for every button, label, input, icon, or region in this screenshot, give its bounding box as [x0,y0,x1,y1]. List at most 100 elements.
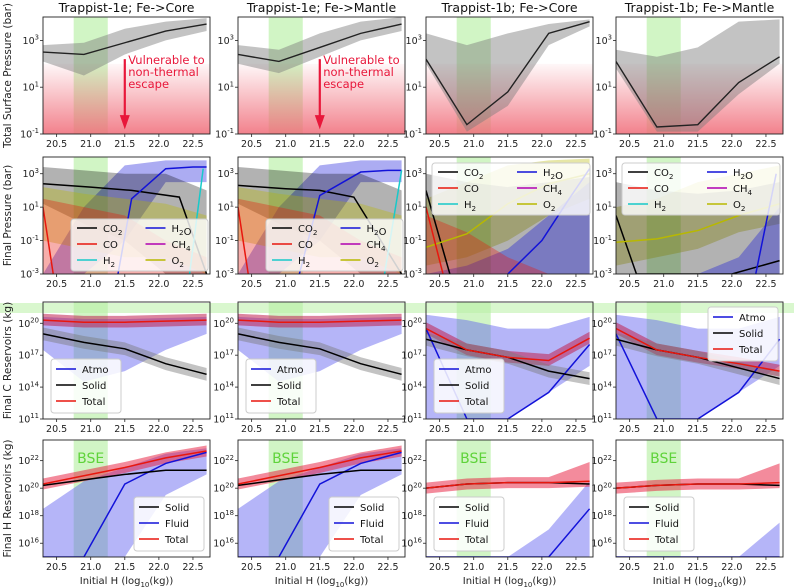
ytick-label: 10-1 [593,127,612,140]
ytick-label: 1020 [591,481,612,494]
escape-annotation: non-thermal [323,65,394,79]
xtick-label: 20.5 [241,424,262,435]
legend-box [70,218,209,272]
xtick-label: 20.5 [619,562,640,573]
ytick-label: 103 [596,34,612,47]
xtick-label: 21.0 [653,139,674,150]
legend-label: CO [298,240,313,251]
legend-box [433,358,505,414]
ytick-label: 101 [23,80,39,93]
xtick-label: 22.5 [565,279,586,290]
legend-box [50,358,122,414]
ytick-label: 103 [23,34,39,47]
legend-box [707,306,779,362]
ytick-label: 10-1 [215,234,234,247]
xtick-label: 22.0 [343,279,364,290]
legend-box [433,496,505,552]
bse-strip [0,303,794,313]
legend-label: CO2 [654,168,673,181]
panel: Atmo Solid Total 1011 1014 1017 1020 20.5 21.0 21… [401,301,594,435]
column-title: Trappist-1b; Fe->Core [440,0,577,15]
legend-label: Total [164,535,188,546]
fluid-line [43,451,207,557]
legend-label: Solid [165,503,189,514]
xtick-label: 22.0 [531,139,552,150]
bse-label: BSE [272,451,299,467]
solid-band [43,327,207,381]
legend-label: CO2 [464,168,483,181]
bse-label: BSE [77,451,104,467]
axes-frame [42,439,211,558]
xtick-label: 22.5 [755,562,776,573]
total-line [238,450,402,485]
legend-label: O2 [543,200,555,213]
ytick-label: 1014 [213,380,234,393]
legend: CO2 CO H2 H2O CH4 O2 [621,162,781,216]
column-title: Trappist-1e; Fe->Mantle [246,0,397,15]
xtick-label: 22.0 [531,562,552,573]
species-line [616,215,780,274]
fluid-band [426,481,590,557]
legend-box [328,496,400,552]
legend-label: O2 [733,200,745,213]
xtick-label: 22.0 [721,279,742,290]
ytick-label: 10-1 [403,127,422,140]
legend-label: CH4 [172,240,192,253]
xtick-label: 22.5 [755,139,776,150]
solid-line [238,333,402,376]
legend-box [623,496,695,552]
species-line [238,207,249,274]
panel: CO2 CO H2 H2O CH4 O2 10-3 10-1 101 103 20.5 21.0 21.… [593,156,784,290]
ytick-label: 10-3 [215,267,234,280]
pressure-band [426,19,590,132]
legend-label: Total [738,345,762,356]
panel: 10-1 101 103 20.5 21.0 21.5 22.0 22.5 Trappist-1… [593,0,784,150]
legend-box [245,358,317,414]
xtick-label: 22.0 [343,424,364,435]
ytick-label: 1020 [18,481,39,494]
xtick-label: 21.5 [114,279,135,290]
xtick-label: 21.0 [275,562,296,573]
row-ylabel: Final H Reservoirs (kg) [2,440,14,558]
species-line [426,206,444,274]
species-band [426,182,590,274]
legend-label: CO [103,240,118,251]
legend-box [431,162,591,216]
xtick-label: 20.5 [46,562,67,573]
ytick-label: 103 [406,167,422,180]
solid-band [238,327,402,381]
xtick-label: 22.5 [182,139,203,150]
legend-label: Solid [277,381,301,392]
legend-box [133,496,205,552]
xtick-label: 22.5 [182,424,203,435]
panel: Atmo Solid Total 1011 1014 1017 1020 20.5 21.0 21… [591,301,784,435]
escape-arrow-head [314,115,325,130]
ytick-label: 1014 [401,380,422,393]
pressure-line [616,56,780,128]
legend-label: Total [464,397,488,408]
pressure-line [43,23,207,56]
legend-label: Atmo [277,365,303,376]
xtick-label: 20.5 [241,139,262,150]
legend-label: Total [81,397,105,408]
axes-frame [615,16,784,135]
xtick-label: 21.0 [653,562,674,573]
legend-label: H2O [367,224,387,238]
ytick-label: 1017 [213,348,234,361]
solid-line [43,469,207,487]
total-line [43,450,207,485]
legend-label: Solid [82,381,106,392]
panel: Atmo Solid Total 1011 1014 1017 1020 20.5 21.0 21… [213,301,406,435]
ytick-label: 1022 [591,454,612,467]
axes-frame [42,156,211,275]
total-line [426,480,590,489]
axes-frame [237,156,406,275]
row-ylabel: Total Surface Pressure (bar) [2,3,14,149]
legend-label: Total [359,535,383,546]
ytick-label: 101 [596,80,612,93]
legend: Atmo Solid Total [50,358,122,414]
axes-frame [42,16,211,135]
total-line [238,319,402,323]
ytick-label: 103 [596,167,612,180]
